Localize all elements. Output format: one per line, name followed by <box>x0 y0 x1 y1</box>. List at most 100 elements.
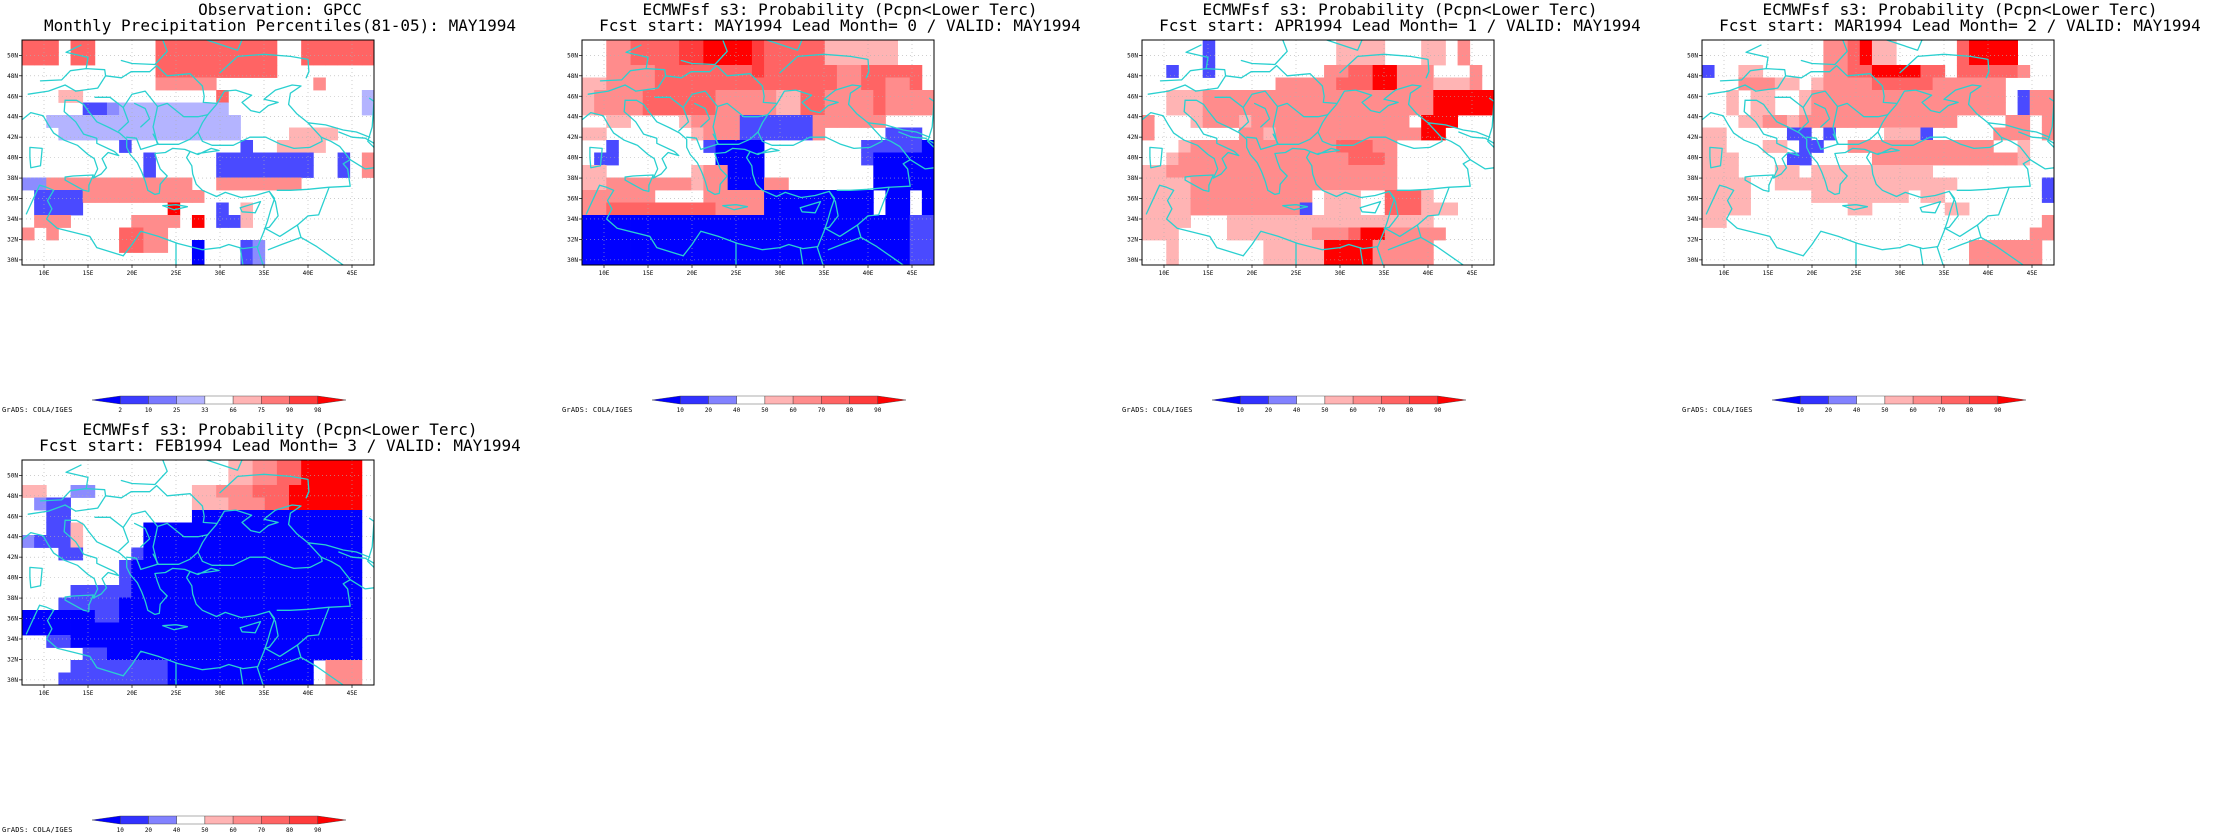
coastline <box>1253 102 1271 128</box>
grid-cell <box>582 227 595 241</box>
grid-cell <box>46 522 59 536</box>
coastline <box>625 44 649 70</box>
grid-cell <box>240 647 254 661</box>
grid-cell <box>885 40 898 53</box>
grid-cell <box>1762 77 1776 91</box>
grid-cell <box>119 622 132 636</box>
grid-cell <box>1275 140 1289 153</box>
grid-cell <box>727 152 741 166</box>
grid-cell <box>2005 65 2018 78</box>
grid-cell <box>764 240 777 253</box>
grid-cell <box>849 115 862 128</box>
grid-cell <box>1348 102 1361 116</box>
grid-cell <box>1239 215 1252 228</box>
map-svg: 10E 15E 20E 25E 30E 35E 40E 45E30N32N34N36N38N4… <box>7 459 375 834</box>
grid-cell <box>1166 240 1179 253</box>
grid-cell <box>325 610 338 623</box>
grid-cell <box>1981 90 1994 103</box>
grid-cell <box>824 77 838 91</box>
grid-cell <box>849 90 862 103</box>
grid-cell <box>812 77 826 91</box>
grid-cell <box>1969 252 1982 266</box>
coastline <box>722 204 749 211</box>
grid-cell <box>1360 52 1374 66</box>
grid-cell <box>1324 252 1337 266</box>
grid-cell <box>666 102 680 116</box>
coastline <box>624 174 654 193</box>
grid-cell <box>191 585 205 598</box>
colorbar-swatch <box>204 815 234 825</box>
grid-cell <box>1433 90 1446 103</box>
grid-cell <box>824 227 838 241</box>
grid-cell <box>301 585 314 598</box>
grid-cell <box>666 240 680 253</box>
grid-cell <box>788 102 801 116</box>
grid-cell <box>131 597 144 611</box>
grid-cell <box>337 497 351 511</box>
grid-cell <box>1738 190 1751 203</box>
grid-cell <box>325 660 338 673</box>
grid-cell <box>691 52 704 66</box>
grid-cell <box>337 535 351 548</box>
grid-cell <box>1239 165 1252 178</box>
grid-cell <box>337 472 351 486</box>
grid-cell <box>1336 215 1349 228</box>
coastline <box>836 136 911 191</box>
coastline <box>1813 102 1831 128</box>
grid-cell <box>179 40 193 53</box>
grid-cell <box>594 227 607 241</box>
grid-cell <box>106 635 120 648</box>
grid-cell <box>2017 90 2031 103</box>
grid-cell <box>861 115 874 128</box>
grid-cell <box>119 227 132 241</box>
colorbar-label: 90 <box>314 827 322 834</box>
lat-tick-label: 50N <box>1687 52 1698 59</box>
grid-cell <box>155 622 169 636</box>
grid-cell <box>1226 90 1240 103</box>
grid-cell <box>155 40 169 53</box>
grid-cell <box>143 622 156 636</box>
grid-cell <box>240 497 254 511</box>
coastlines <box>1702 40 2054 265</box>
grid-cell <box>240 572 254 586</box>
grid-cell <box>361 102 375 116</box>
grid-cell <box>849 252 862 266</box>
grid-cell <box>131 647 144 661</box>
grid-cell <box>143 585 156 598</box>
colorbar-label: 33 <box>201 407 209 414</box>
lon-tick-label: 35E <box>259 690 270 697</box>
grid-cell <box>630 240 644 253</box>
grid-cell <box>204 497 217 511</box>
grid-cell <box>204 547 217 561</box>
grid-cell <box>897 65 911 78</box>
coastline <box>682 90 719 151</box>
grid-cell <box>1263 252 1276 266</box>
grid-cell <box>606 190 619 203</box>
grid-cell <box>70 177 84 191</box>
lon-tick-label: 40E <box>303 270 314 277</box>
lat-tick-label: 42N <box>1127 134 1138 141</box>
grid-cell <box>1421 65 1434 78</box>
grid-cell <box>1944 177 1958 191</box>
grid-cell <box>313 560 326 573</box>
grid-cell <box>1202 140 1216 153</box>
grid-cell <box>337 635 351 648</box>
coastline <box>799 246 804 265</box>
grid-cell <box>301 40 314 53</box>
grid-cell <box>228 572 241 586</box>
grid-cell <box>119 610 132 623</box>
lat-tick-label: 34N <box>1127 216 1138 223</box>
grid-cell <box>1726 102 1739 116</box>
coastline <box>264 224 302 251</box>
grid-cell <box>654 202 668 216</box>
grid-cell <box>921 102 935 116</box>
lon-tick-label: 35E <box>259 270 270 277</box>
grid-cell <box>1360 152 1374 166</box>
grid-cell <box>594 252 607 266</box>
grid-cell <box>1166 190 1179 203</box>
coastline <box>1745 44 1769 70</box>
grid-cell <box>885 90 898 103</box>
coastline <box>1832 131 1879 145</box>
colorbar-label: 40 <box>733 407 741 414</box>
grid-cell <box>167 547 181 561</box>
